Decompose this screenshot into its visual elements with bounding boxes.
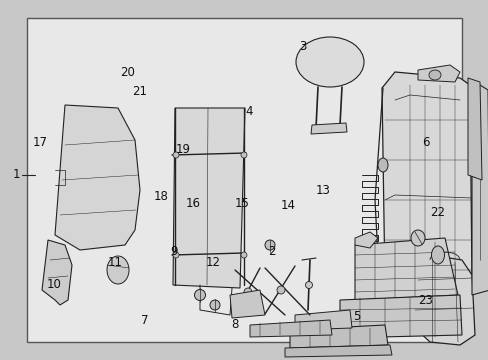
Ellipse shape	[241, 252, 246, 258]
Text: 8: 8	[230, 318, 238, 330]
Text: 18: 18	[154, 190, 168, 203]
Polygon shape	[310, 123, 346, 134]
Text: 9: 9	[169, 246, 177, 258]
Text: 5: 5	[352, 310, 360, 323]
Text: 6: 6	[421, 136, 428, 149]
Text: 14: 14	[281, 199, 295, 212]
Text: 15: 15	[234, 197, 249, 210]
Text: 2: 2	[267, 246, 275, 258]
Ellipse shape	[194, 289, 205, 301]
Ellipse shape	[264, 240, 274, 250]
Text: 16: 16	[185, 197, 200, 210]
Polygon shape	[42, 240, 72, 305]
Ellipse shape	[410, 230, 424, 246]
Polygon shape	[471, 80, 488, 295]
Ellipse shape	[295, 37, 363, 87]
Text: 13: 13	[315, 184, 329, 197]
Text: 7: 7	[140, 314, 148, 327]
Polygon shape	[229, 290, 264, 318]
Ellipse shape	[430, 246, 444, 264]
Polygon shape	[417, 65, 459, 82]
Ellipse shape	[276, 286, 285, 294]
Polygon shape	[55, 105, 140, 250]
Text: 21: 21	[132, 85, 146, 98]
Polygon shape	[339, 295, 461, 338]
Ellipse shape	[428, 70, 440, 80]
Bar	[27, 18, 461, 342]
Text: 22: 22	[429, 206, 444, 219]
Text: 20: 20	[120, 66, 134, 78]
Polygon shape	[285, 345, 391, 357]
Polygon shape	[381, 72, 471, 300]
Polygon shape	[249, 320, 331, 337]
Text: 10: 10	[46, 278, 61, 291]
Ellipse shape	[173, 152, 179, 158]
Polygon shape	[354, 238, 457, 300]
Text: 4: 4	[245, 105, 253, 118]
Ellipse shape	[244, 288, 251, 296]
Polygon shape	[173, 108, 244, 288]
Text: 19: 19	[176, 143, 190, 156]
Polygon shape	[294, 310, 351, 330]
Text: 1: 1	[12, 168, 20, 181]
Text: 3: 3	[299, 40, 306, 53]
Polygon shape	[289, 325, 387, 348]
Text: 12: 12	[205, 256, 220, 269]
Ellipse shape	[209, 300, 220, 310]
Text: 17: 17	[33, 136, 47, 149]
Polygon shape	[467, 78, 481, 180]
Ellipse shape	[377, 158, 387, 172]
Polygon shape	[414, 255, 474, 345]
Text: 23: 23	[417, 294, 432, 307]
Ellipse shape	[305, 282, 312, 288]
Text: 11: 11	[107, 256, 122, 269]
Ellipse shape	[173, 252, 179, 258]
Polygon shape	[354, 232, 377, 248]
Ellipse shape	[241, 152, 246, 158]
Ellipse shape	[107, 256, 129, 284]
